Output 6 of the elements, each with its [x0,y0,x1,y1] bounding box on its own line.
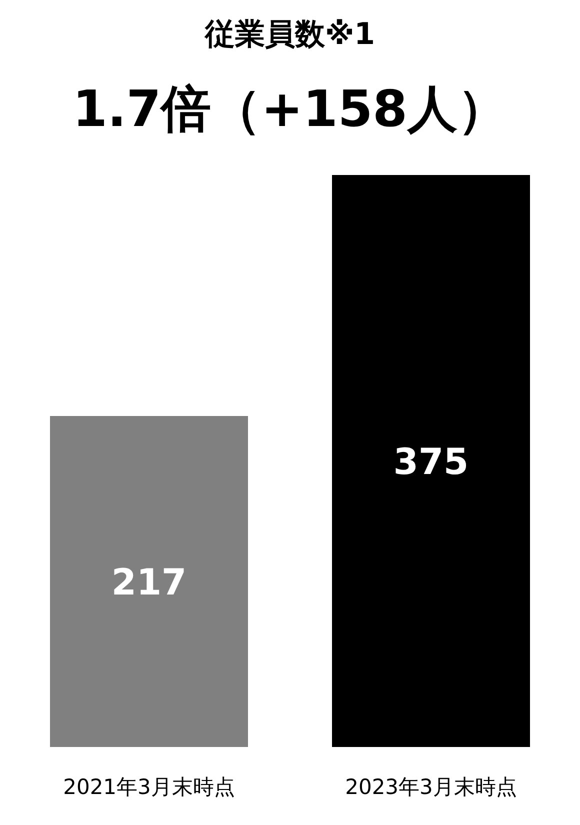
data-label: 217 [111,562,187,604]
data-label: 375 [393,442,469,483]
chart-subtitle: 1.7倍（+158人） [72,79,508,140]
chart-title: 従業員数※1 [204,16,376,54]
x-tick-label: 2021年3月末時点 [63,774,235,799]
x-tick-label: 2023年3月末時点 [345,774,517,799]
